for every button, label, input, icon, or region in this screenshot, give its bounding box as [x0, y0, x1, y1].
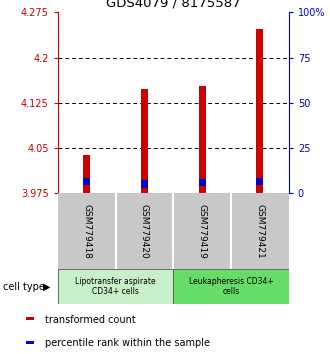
Bar — [199, 86, 206, 193]
Text: Lipotransfer aspirate
CD34+ cells: Lipotransfer aspirate CD34+ cells — [75, 277, 156, 296]
Bar — [58, 269, 173, 304]
Text: transformed count: transformed count — [46, 315, 136, 325]
Bar — [83, 178, 90, 185]
Text: Leukapheresis CD34+
cells: Leukapheresis CD34+ cells — [189, 277, 273, 296]
Bar — [173, 269, 289, 304]
Text: ▶: ▶ — [43, 282, 50, 292]
Title: GDS4079 / 8175587: GDS4079 / 8175587 — [106, 0, 241, 10]
Bar — [26, 317, 34, 320]
Bar — [199, 179, 206, 186]
Bar — [256, 29, 263, 193]
Bar — [141, 89, 148, 193]
Text: GSM779421: GSM779421 — [255, 204, 264, 258]
Text: GSM779418: GSM779418 — [82, 204, 91, 258]
Bar — [83, 155, 90, 193]
Text: percentile rank within the sample: percentile rank within the sample — [46, 338, 211, 348]
Text: GSM779420: GSM779420 — [140, 204, 149, 258]
Text: cell type: cell type — [3, 282, 45, 292]
Bar — [26, 341, 34, 344]
Bar — [256, 178, 263, 185]
Text: GSM779419: GSM779419 — [198, 204, 207, 258]
Bar — [141, 180, 148, 188]
